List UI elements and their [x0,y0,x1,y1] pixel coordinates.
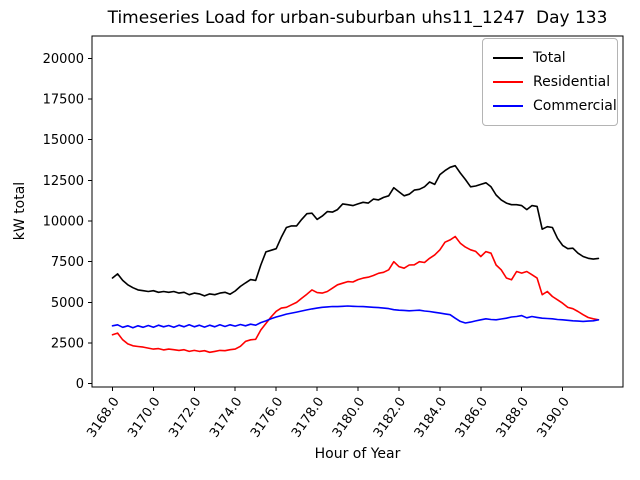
x-tick-label: 3182.0 [371,395,409,441]
legend: Total Residential Commercial [482,38,618,126]
y-tick-label: 17500 [43,92,84,107]
y-tick-label: 2500 [51,337,84,352]
legend-label-total: Total [533,50,566,66]
legend-item-residential: Residential [493,70,611,94]
chart-title: Timeseries Load for urban-suburban uhs11… [107,8,608,28]
y-tick-label: 20000 [43,52,84,67]
x-tick-label: 3188.0 [494,395,532,441]
x-tick-label: 3184.0 [412,395,450,441]
residential-line [111,235,600,354]
x-tick-label: 3180.0 [330,395,368,441]
x-tick-label: 3172.0 [166,395,204,441]
total-line-swatch [493,57,523,59]
commercial-line-swatch [493,105,523,107]
x-tick-label: 3178.0 [289,395,327,441]
y-tick-label: 12500 [43,174,84,189]
x-tick-label: 3174.0 [207,395,245,441]
x-tick-label: 3170.0 [125,395,163,441]
legend-item-total: Total [493,46,607,70]
y-tick-label: 0 [76,377,84,392]
x-tick-label: 3190.0 [535,395,573,441]
legend-label-residential: Residential [533,74,611,90]
legend-label-commercial: Commercial [533,98,617,114]
y-tick-label: 7500 [51,255,84,270]
residential-line-swatch [493,81,523,83]
y-tick-label: 10000 [43,215,84,230]
y-tick-label: 15000 [43,133,84,148]
x-tick-label: 3186.0 [453,395,491,441]
axes-spines [91,35,624,388]
x-tick-label: 3168.0 [84,395,122,441]
y-tick-label: 5000 [51,296,84,311]
commercial-line [111,305,600,329]
x-tick-label: 3176.0 [248,395,286,441]
x-axis-label: Hour of Year [314,446,401,462]
legend-item-commercial: Commercial [493,94,617,118]
total-line [111,164,600,297]
